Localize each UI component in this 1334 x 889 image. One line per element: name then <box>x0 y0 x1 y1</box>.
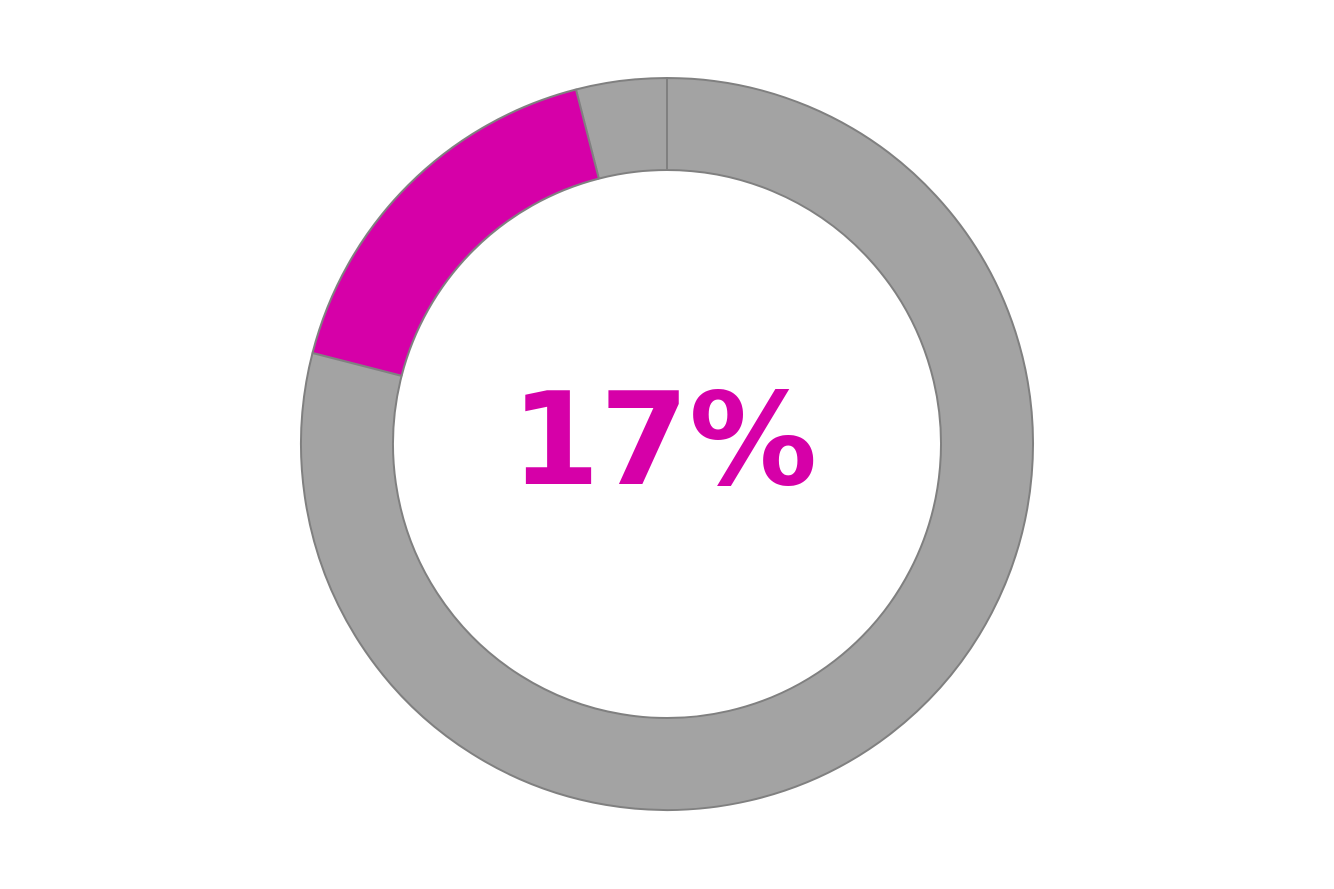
donut-slices <box>300 76 1034 811</box>
center-percentage-label: 17% <box>511 366 817 515</box>
donut-slice-highlighted <box>311 88 601 378</box>
donut-slice-2 <box>300 76 1034 811</box>
